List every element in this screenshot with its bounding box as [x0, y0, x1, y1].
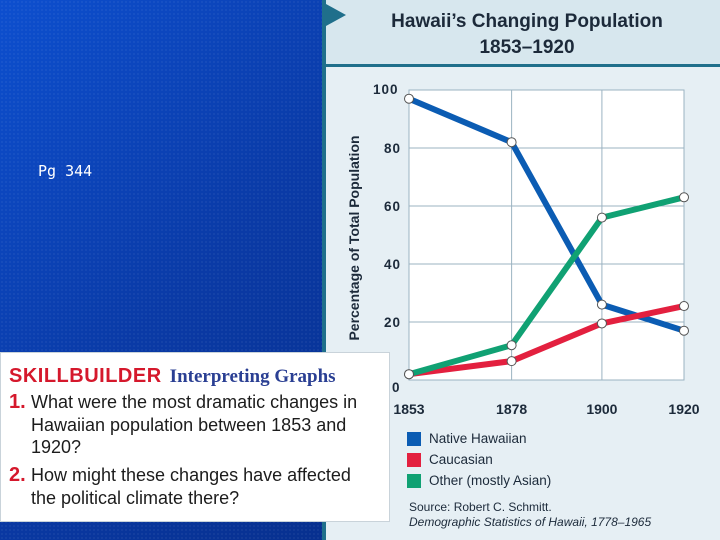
x-tick-label: 1878 — [496, 401, 527, 417]
x-tick-label: 1900 — [586, 401, 617, 417]
question-text: What were the most dramatic changes in H… — [31, 392, 358, 457]
data-point — [506, 356, 517, 367]
legend-item-caucasian: Caucasian — [407, 449, 551, 470]
legend-swatch — [407, 473, 421, 488]
y-tick-label: 80 — [384, 141, 401, 156]
y-tick-label: 100 — [373, 82, 399, 97]
data-point — [404, 369, 414, 380]
x-tick-label: 1920 — [668, 401, 699, 417]
skillbuilder-header: SKILLBUILDER Interpreting Graphs — [9, 365, 336, 388]
y-tick-label: 20 — [384, 315, 401, 330]
y-tick-label: 60 — [384, 199, 401, 214]
chart-title-block: Hawaii’s Changing Population 1853–1920 — [352, 9, 702, 61]
question-number: 2. — [9, 464, 26, 486]
question-text: How might these changes have affected th… — [31, 465, 351, 508]
y-axis-label: Percentage of Total Population — [346, 135, 362, 340]
legend-swatch — [407, 452, 421, 467]
y-tick-labels: 0 20 40 60 80 100 — [373, 82, 401, 395]
chart-title: Hawaii’s Changing Population — [391, 11, 663, 32]
data-points — [404, 93, 689, 380]
chart-header: Hawaii’s Changing Population 1853–1920 — [326, 0, 720, 67]
chart-source: Source: Robert C. Schmitt. Demographic S… — [409, 500, 651, 530]
legend-item-other: Other (mostly Asian) — [407, 470, 551, 491]
data-point — [404, 93, 414, 104]
skillbuilder-box: SKILLBUILDER Interpreting Graphs 1. What w… — [0, 352, 390, 522]
data-point — [596, 318, 607, 329]
legend-item-native-hawaiian: Native Hawaiian — [407, 428, 551, 449]
header-arrow-icon — [326, 4, 346, 26]
data-point — [506, 137, 517, 148]
data-point — [679, 192, 689, 203]
data-point — [679, 325, 689, 336]
chart-subtitle: 1853–1920 — [479, 37, 575, 58]
y-tick-label: 40 — [384, 257, 401, 272]
plot-area — [408, 89, 685, 381]
legend-label: Caucasian — [429, 452, 493, 467]
question-number: 1. — [9, 391, 26, 413]
grid-lines — [408, 89, 685, 381]
data-point — [596, 212, 607, 223]
data-point — [679, 301, 689, 312]
legend-label: Other (mostly Asian) — [429, 473, 552, 488]
series-line — [406, 194, 687, 378]
question-1: 1. What were the most dramatic changes in… — [9, 391, 379, 459]
x-tick-label: 1853 — [393, 401, 424, 417]
skillbuilder-keyword: SKILLBUILDER — [9, 365, 162, 387]
source-line: Source: Robert C. Schmitt. — [409, 500, 552, 514]
source-citation: Demographic Statistics of Hawaii, 1778–1… — [409, 515, 652, 529]
data-point — [596, 299, 607, 310]
series-lines — [406, 95, 687, 378]
x-tick-labels: 1853 1878 1900 1920 — [393, 401, 699, 417]
series-line — [406, 303, 687, 378]
question-2: 2. How might these changes have affected … — [9, 464, 379, 509]
slide-caption: Pg 344 — [38, 162, 93, 180]
legend-swatch — [407, 431, 421, 446]
chart-legend: Native Hawaiian Caucasian Other (mostly … — [407, 428, 551, 491]
legend-label: Native Hawaiian — [429, 431, 527, 446]
skillbuilder-topic: Interpreting Graphs — [169, 366, 336, 387]
y-tick-label: 0 — [392, 380, 401, 395]
data-point — [506, 340, 517, 351]
